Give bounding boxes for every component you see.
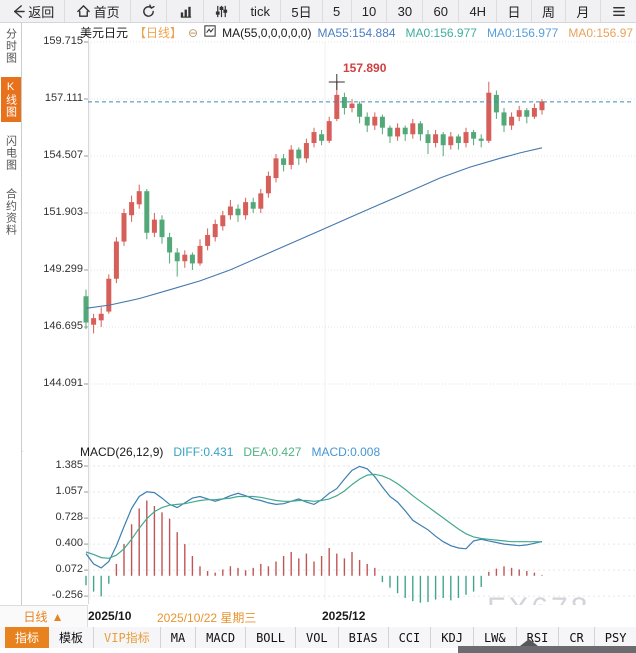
period-week-label: 周 [541, 4, 555, 20]
macd-axis-label: 1.057 [55, 485, 83, 497]
macd-axis-label: -0.256 [51, 589, 83, 602]
price-axis-label: 159.715 [43, 35, 83, 47]
period-30min[interactable]: 30 [387, 0, 424, 22]
refresh-button[interactable] [131, 0, 168, 22]
bottom-strip [0, 648, 636, 653]
month-label: 2025/10 [88, 609, 132, 623]
macd-diff-value: DIFF:0.431 [173, 445, 234, 459]
period-60min-label: 60 [433, 3, 448, 19]
macd-axis-label: 0.728 [55, 511, 83, 524]
ma-formula: MA(55,0,0,0,0,0) [222, 25, 312, 40]
tab-cci[interactable]: CCI [389, 627, 432, 648]
cursor-price-annotation: 157.890 [343, 61, 387, 75]
menu-button[interactable] [601, 0, 636, 22]
back-button-label: 返回 [28, 4, 55, 20]
home-button-label: 首页 [93, 4, 120, 20]
chart-type-button[interactable] [167, 0, 204, 22]
ma-value: MA0:156.977 [405, 25, 477, 40]
triangle-up-icon [520, 639, 538, 646]
tab-vip-indicator[interactable]: VIP指标 [94, 627, 161, 648]
tab-indicator[interactable]: 指标 [5, 627, 50, 648]
period-toggle-label: 日线 [23, 610, 48, 624]
period-5day-label: 5日 [291, 4, 312, 20]
back-button[interactable]: 返回 [0, 0, 66, 22]
period-toggle[interactable]: 日线 ▲ [0, 605, 88, 627]
tab-macd[interactable]: MACD [196, 627, 247, 648]
indicator-tabbar: 指标 模板 VIP指标 MA MACD BOLL VOL BIAS CCI KDJ LW& RSI CR… [0, 627, 636, 648]
chart-type-sidebar: 分时图 K线图闪电图合约资料 [0, 22, 22, 605]
period-day-label: 日 [507, 4, 521, 20]
sliders-icon [215, 5, 228, 17]
price-axis-label: 146.695 [43, 320, 83, 332]
sidebar-timeshare-chart[interactable]: 分时图 [4, 28, 17, 64]
price-axis-label: 154.507 [43, 149, 83, 161]
macd-axis-label: 1.385 [55, 459, 83, 471]
macd-axis-label: 0.400 [55, 537, 83, 550]
bars-icon [180, 6, 191, 18]
home-icon [76, 4, 90, 17]
tab-vol[interactable]: VOL [296, 627, 339, 648]
macd-formula: MACD(26,12,9) [80, 445, 164, 459]
collapse-icon[interactable]: ⊖ [188, 25, 199, 40]
month-label: 2025/12 [322, 609, 366, 623]
price-axis-label: 151.903 [43, 206, 83, 218]
sidebar-kline-chart[interactable]: K线图 [0, 77, 21, 122]
tab-bias[interactable]: BIAS [339, 627, 389, 648]
period-5min-label: 5 [333, 3, 341, 19]
ma-value: MA0:156.97 [568, 25, 634, 40]
time-axis-row: 日线 ▲ 2025/10 2025/10/22 星期三 2025/12 [0, 605, 636, 628]
period-day[interactable]: 日 [497, 0, 532, 22]
price-axis-label: 157.111 [44, 92, 83, 104]
triangle-up-icon: ▲ [51, 609, 64, 624]
period-60min[interactable]: 60 [423, 0, 460, 22]
period-week[interactable]: 周 [532, 0, 567, 22]
menu-icon [612, 6, 625, 16]
tab-kdj[interactable]: KDJ [431, 627, 474, 648]
indicator-settings-button[interactable] [204, 0, 241, 22]
period-4h[interactable]: 4H [459, 0, 498, 22]
period-5min[interactable]: 5 [323, 0, 352, 22]
period-tick-label: tick [250, 3, 270, 19]
refresh-icon [143, 3, 155, 17]
macd-macd-value: MACD:0.008 [311, 445, 381, 459]
ma-values: MA55:154.884 MA0:156.977 MA0:156.977 MA0:15… [317, 26, 633, 40]
cursor-date-label: 2025/10/22 星期三 [157, 611, 257, 625]
period-10min-label: 10 [361, 3, 377, 19]
macd-header: MACD(26,12,9) DIFF:0.431 DEA:0.427 MACD:… [80, 445, 380, 459]
ma-value: MA0:156.977 [486, 25, 559, 40]
bottom-drawer-handle[interactable] [458, 639, 636, 653]
ma-value: MA55:154.884 [317, 25, 396, 40]
tab-template[interactable]: 模板 [49, 627, 95, 648]
price-axis-label: 149.299 [43, 263, 83, 275]
tab-boll[interactable]: BOLL [246, 627, 296, 648]
period-label: 【日线】 [134, 26, 183, 40]
period-tick[interactable]: tick [240, 0, 282, 22]
period-10min[interactable]: 10 [352, 0, 388, 22]
period-month-label: 月 [576, 4, 590, 20]
tab-lw[interactable]: LW& [474, 627, 517, 648]
period-30min-label: 30 [397, 3, 413, 19]
sidebar-contract-info[interactable]: 合约资料 [4, 188, 17, 236]
price-axis-label: 144.091 [43, 377, 83, 389]
sidebar-lightning-chart[interactable]: 闪电图 [4, 135, 17, 171]
tab-psy[interactable]: PSY [595, 627, 636, 648]
chart-header: 美元日元 【日线】 ⊖ MA(55,0,0,0,0,0) MA55:154.88… [80, 25, 636, 40]
home-button[interactable]: 首页 [65, 0, 131, 22]
tab-ma[interactable]: MA [161, 627, 197, 648]
period-month[interactable]: 月 [566, 0, 601, 22]
back-icon [14, 4, 25, 18]
macd-axis-label: 0.072 [55, 563, 83, 576]
top-toolbar: 返回 首页 tick 5日 5 10 30 60 4H 日 周 月 [0, 0, 636, 23]
symbol-name: 美元日元 [80, 26, 129, 40]
macd-dea-value: DEA:0.427 [243, 445, 302, 459]
tab-cr[interactable]: CR [559, 627, 595, 648]
candlestick-chart-canvas[interactable] [0, 0, 636, 605]
period-5day[interactable]: 5日 [281, 0, 323, 22]
mini-chart-icon[interactable] [204, 25, 216, 40]
period-4h-label: 4H [469, 3, 487, 19]
